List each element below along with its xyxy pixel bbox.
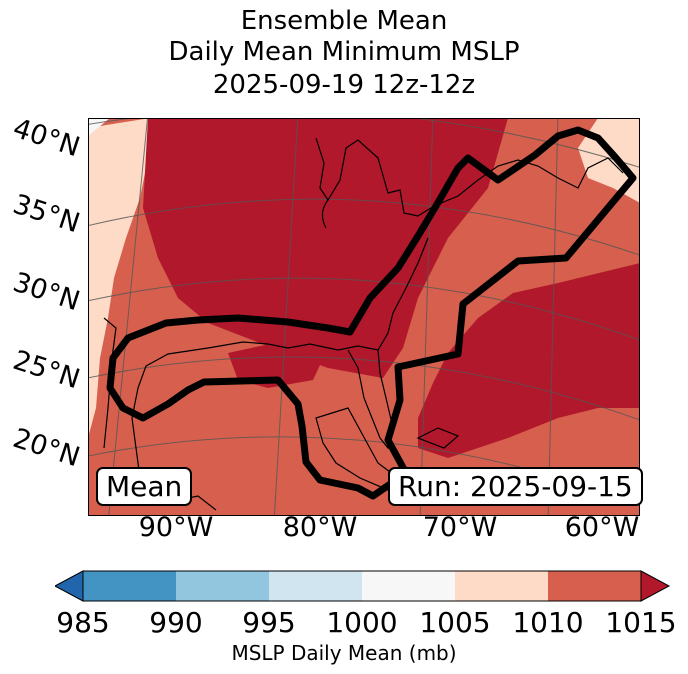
lat-label-25: 25°N xyxy=(9,344,84,396)
colorbar-bin-990-995 xyxy=(176,571,269,601)
lon-label-70w: 70°W xyxy=(422,512,498,543)
title-line-3: 2025-09-19 12z-12z xyxy=(212,70,476,100)
pressure-1000-1005-corner xyxy=(88,118,110,136)
colorbar-tick-1010: 1010 xyxy=(512,606,584,639)
colorbar-tick-1015: 1015 xyxy=(605,606,677,639)
colorbar xyxy=(55,570,671,602)
colorbar-over-arrow xyxy=(640,570,671,602)
colorbar-bin-1010-1015 xyxy=(548,571,641,601)
colorbar-bin-985-990 xyxy=(83,571,176,601)
lon-label-90w: 90°W xyxy=(138,512,214,543)
map-frame xyxy=(88,118,640,516)
run-date-tag: Run: 2025-09-15 xyxy=(388,467,643,506)
pressure-speck xyxy=(243,243,249,249)
colorbar-label: MSLP Daily Mean (mb) xyxy=(231,641,457,665)
colorbar-tick-985: 985 xyxy=(56,606,110,639)
lon-label-80w: 80°W xyxy=(282,512,358,543)
colorbar-bin-995-1000 xyxy=(269,571,362,601)
colorbar-under-arrow xyxy=(55,570,84,602)
colorbar-bin-1005-1010 xyxy=(455,571,548,601)
pressure-above-1015-east xyxy=(418,263,640,458)
pressure-1005-1010-west xyxy=(88,118,150,438)
mslp-contour-line xyxy=(106,126,637,500)
title-line-2: Daily Mean Minimum MSLP xyxy=(168,37,520,67)
colorbar-tick-990: 990 xyxy=(149,606,203,639)
colorbar-bin-1000-1005 xyxy=(362,571,455,601)
mean-tag: Mean xyxy=(96,467,193,506)
colorbar-frame xyxy=(82,570,642,602)
pressure-above-1015-gulf xyxy=(228,340,328,388)
lat-label-20: 20°N xyxy=(9,422,84,474)
title-line-1: Ensemble Mean xyxy=(240,6,448,36)
lon-label-60w: 60°W xyxy=(564,512,640,543)
graticule-lines xyxy=(88,118,640,516)
pressure-above-1015-center xyxy=(143,118,508,378)
colorbar-tick-995: 995 xyxy=(242,606,296,639)
lat-label-40: 40°N xyxy=(9,112,84,164)
lat-label-35: 35°N xyxy=(9,188,84,240)
lat-label-30: 30°N xyxy=(9,266,84,318)
colorbar-tick-1005: 1005 xyxy=(419,606,491,639)
colorbar-tick-1000: 1000 xyxy=(326,606,398,639)
mslp-map xyxy=(88,118,640,516)
